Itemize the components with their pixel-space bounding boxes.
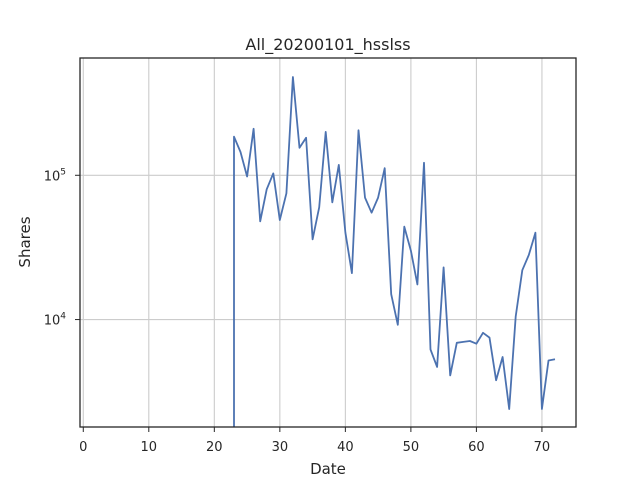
y-tick-label: 104	[44, 312, 67, 329]
plot-frame	[79, 57, 577, 428]
x-tick-label: 30	[272, 440, 289, 455]
x-tick-label: 50	[403, 440, 420, 455]
chart-title: All_20200101_hsslss	[245, 35, 410, 55]
x-tick-label: 60	[468, 440, 485, 455]
grid-lines	[80, 58, 576, 427]
x-tick-label: 40	[337, 440, 354, 455]
series-line	[233, 76, 556, 427]
y-axis-label: Shares	[16, 216, 34, 267]
x-tick-label: 0	[79, 440, 87, 455]
x-tick-label: 70	[534, 440, 551, 455]
y-tick-label: 105	[44, 167, 66, 184]
x-tick-label: 20	[206, 440, 223, 455]
x-axis-label: Date	[310, 460, 346, 478]
x-axis-ticks: 0 10 20 30 40 50 60 70	[79, 427, 550, 455]
y-axis-ticks: 104 105	[44, 167, 80, 329]
x-tick-label: 10	[141, 440, 158, 455]
series-layer	[233, 76, 556, 427]
